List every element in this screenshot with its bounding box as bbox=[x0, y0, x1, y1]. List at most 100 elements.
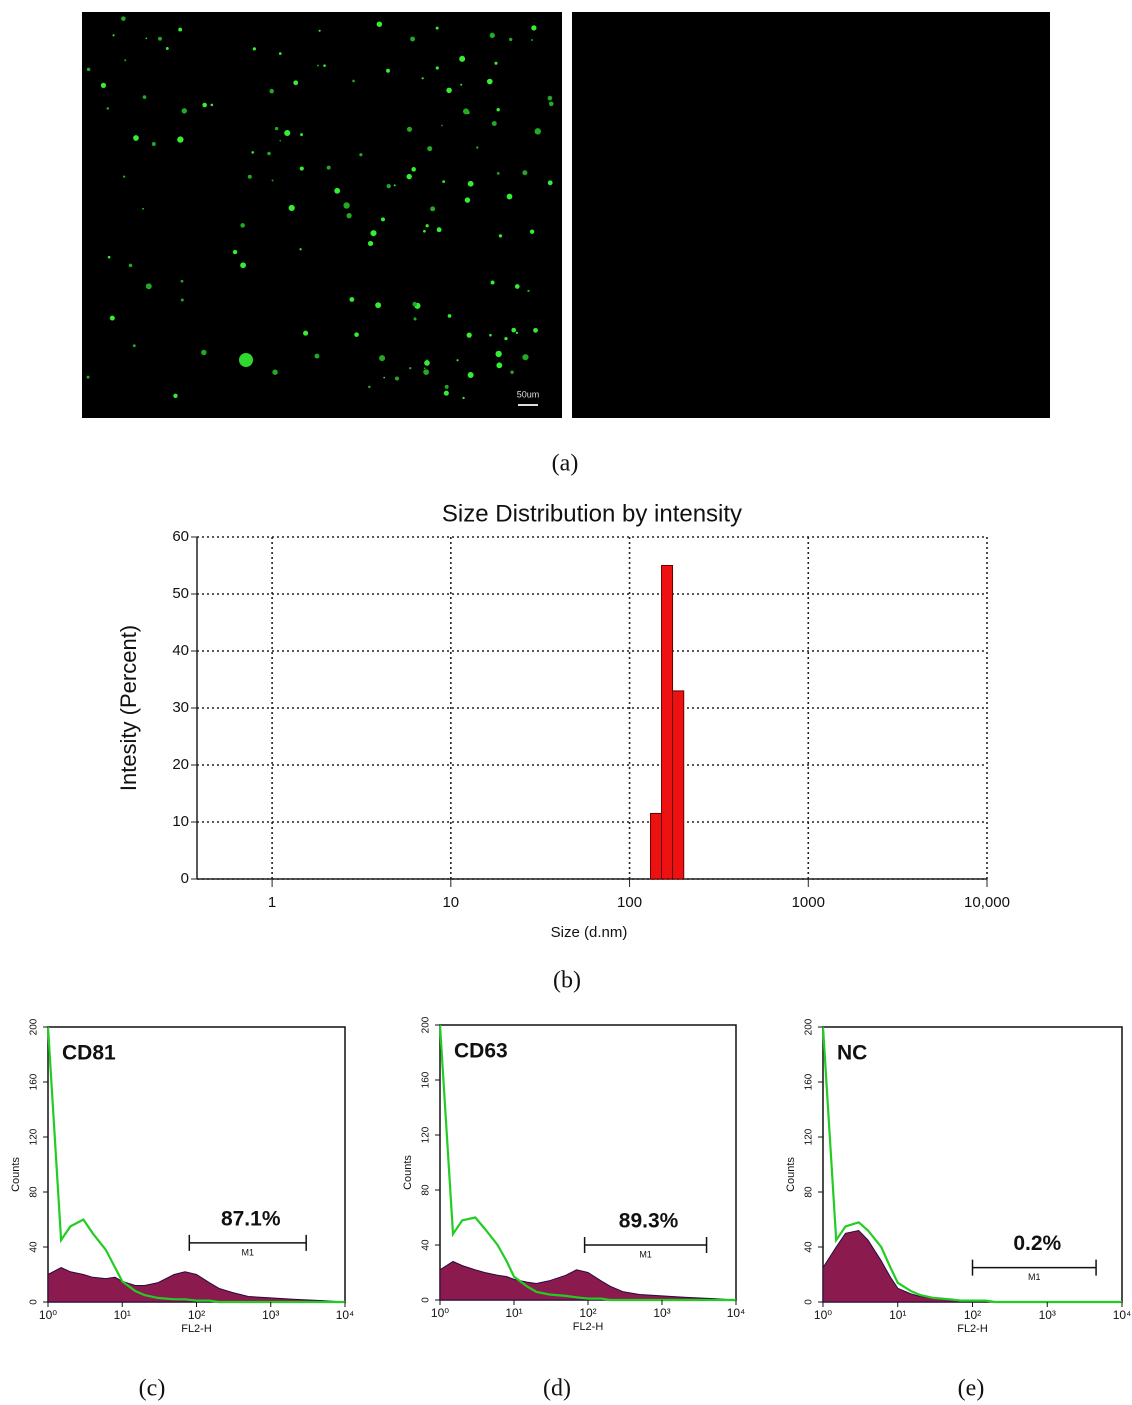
spot bbox=[279, 52, 282, 55]
y-tick-label: 80 bbox=[29, 1186, 40, 1198]
y-tick-label: 0 bbox=[804, 1299, 815, 1305]
y-tick-label: 40 bbox=[804, 1241, 815, 1253]
spot bbox=[459, 56, 465, 62]
spot bbox=[395, 376, 399, 380]
x-tick-label: 10⁰ bbox=[431, 1306, 449, 1320]
spot bbox=[354, 332, 359, 337]
spot bbox=[491, 281, 495, 285]
y-tick-label: 40 bbox=[29, 1241, 40, 1253]
spot bbox=[436, 66, 439, 69]
y-tick-label: 200 bbox=[29, 1018, 40, 1035]
spot bbox=[201, 350, 207, 356]
spot bbox=[87, 376, 90, 379]
gate-label: M1 bbox=[639, 1249, 652, 1259]
spot bbox=[300, 166, 304, 170]
y-axis-label: Counts bbox=[785, 1157, 797, 1192]
spot bbox=[444, 391, 449, 396]
bar bbox=[662, 566, 673, 880]
spot bbox=[211, 104, 214, 107]
spot bbox=[531, 39, 533, 41]
spot bbox=[289, 205, 295, 211]
y-tick-label: 0 bbox=[29, 1299, 40, 1305]
spot bbox=[202, 103, 207, 108]
spot bbox=[107, 107, 110, 110]
spot bbox=[108, 256, 111, 259]
gate-label: M1 bbox=[241, 1247, 254, 1257]
spot bbox=[445, 385, 449, 389]
spot bbox=[248, 175, 252, 179]
spot bbox=[370, 230, 376, 236]
spot bbox=[181, 298, 184, 301]
spot bbox=[253, 47, 256, 50]
y-axis-label: Intesity (Percent) bbox=[116, 625, 141, 791]
y-tick-label: 120 bbox=[29, 1128, 40, 1145]
spot bbox=[110, 316, 115, 321]
spot bbox=[177, 136, 183, 142]
y-tick-label: 0 bbox=[181, 870, 189, 887]
spot bbox=[368, 386, 371, 389]
spot bbox=[410, 37, 415, 42]
control-image bbox=[572, 12, 1050, 418]
y-tick-label: 200 bbox=[421, 1016, 432, 1033]
x-tick-label: 10¹ bbox=[114, 1308, 131, 1322]
spot bbox=[468, 372, 474, 378]
spot bbox=[394, 184, 396, 186]
spot bbox=[487, 79, 493, 85]
spot bbox=[497, 172, 500, 175]
y-tick-label: 160 bbox=[421, 1071, 432, 1088]
y-tick-label: 120 bbox=[804, 1128, 815, 1145]
spot bbox=[323, 64, 326, 67]
x-tick-label: 10 bbox=[442, 894, 459, 911]
spot bbox=[427, 146, 432, 151]
x-tick-label: 10¹ bbox=[505, 1306, 522, 1320]
y-tick-label: 30 bbox=[172, 699, 189, 716]
spot bbox=[379, 355, 385, 361]
spot bbox=[492, 121, 497, 126]
spot bbox=[504, 337, 507, 340]
figure: 50um (a)(b)(c)(d)(e)Size Distribution by… bbox=[0, 0, 1132, 1405]
spot bbox=[494, 62, 497, 65]
x-tick-label: 1 bbox=[268, 894, 276, 911]
panel-label: (c) bbox=[139, 1376, 166, 1402]
spot bbox=[327, 166, 331, 170]
spot bbox=[146, 283, 152, 289]
fluorescence-image bbox=[82, 12, 562, 418]
x-tick-label: 100 bbox=[617, 894, 642, 911]
panel-label: (a) bbox=[552, 451, 579, 477]
spot bbox=[133, 344, 136, 347]
spot bbox=[146, 38, 148, 40]
spot bbox=[101, 83, 106, 88]
spot bbox=[411, 167, 416, 172]
spot bbox=[359, 153, 362, 156]
spot bbox=[533, 328, 538, 333]
spot bbox=[182, 108, 187, 113]
spot bbox=[317, 65, 319, 67]
gate-label: M1 bbox=[1028, 1272, 1041, 1282]
y-tick-label: 200 bbox=[804, 1018, 815, 1035]
spot bbox=[549, 101, 554, 106]
spot bbox=[522, 170, 527, 175]
spot bbox=[166, 47, 169, 50]
spot bbox=[407, 127, 412, 132]
x-tick-label: 1000 bbox=[792, 894, 825, 911]
spot bbox=[314, 354, 319, 359]
y-tick-label: 160 bbox=[29, 1073, 40, 1090]
spot bbox=[516, 332, 518, 334]
spot bbox=[270, 89, 274, 93]
x-axis-label: FL2-H bbox=[573, 1321, 604, 1333]
spot bbox=[476, 146, 478, 148]
x-tick-label: 10² bbox=[188, 1308, 205, 1322]
spot bbox=[319, 30, 321, 32]
spot bbox=[251, 151, 254, 154]
y-axis-label: Counts bbox=[402, 1155, 414, 1190]
spot bbox=[462, 397, 464, 399]
spot bbox=[510, 371, 513, 374]
spot bbox=[548, 180, 553, 185]
plot-frame bbox=[48, 1027, 345, 1302]
spot bbox=[422, 77, 424, 79]
spot bbox=[406, 174, 411, 179]
chart-title: Size Distribution by intensity bbox=[442, 500, 742, 527]
x-tick-label: 10⁴ bbox=[336, 1308, 355, 1322]
spot bbox=[300, 133, 303, 136]
spot bbox=[430, 206, 435, 211]
